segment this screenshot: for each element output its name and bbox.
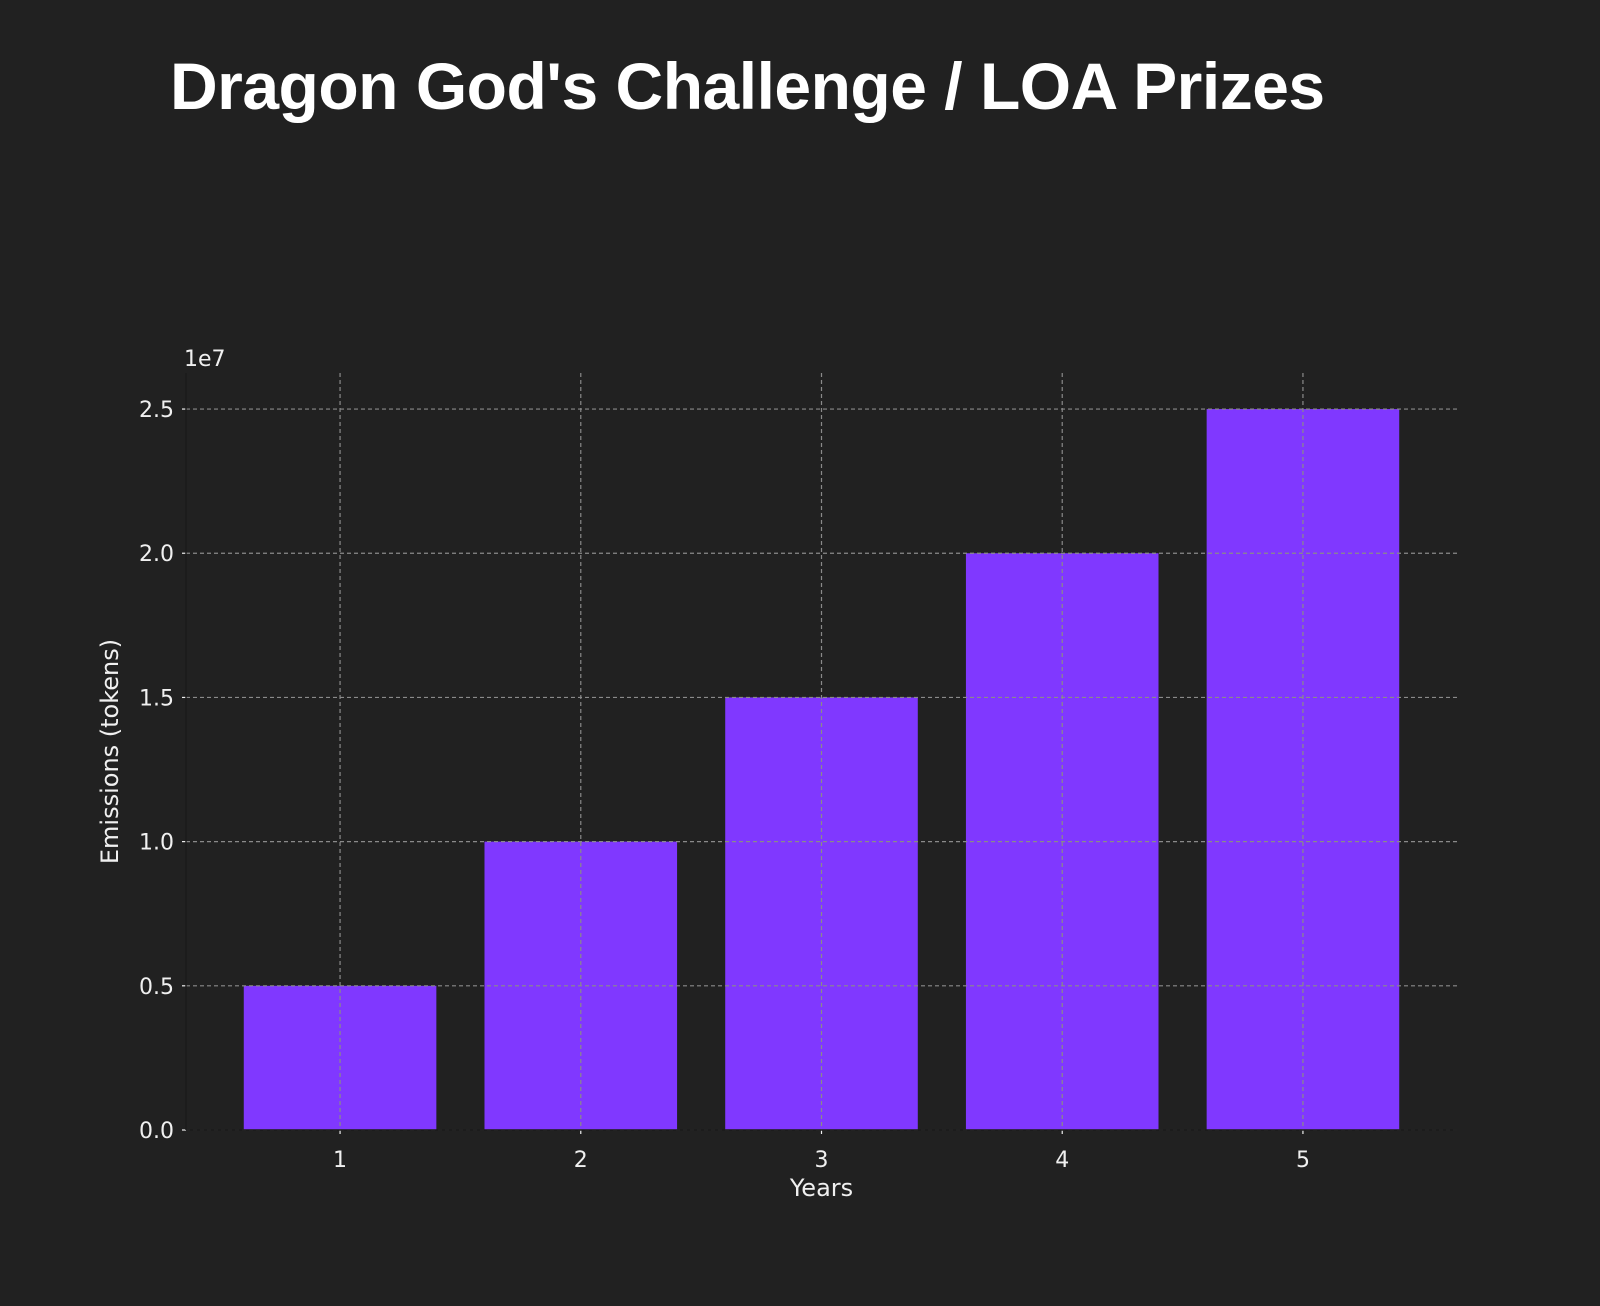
y-tick-label: 2.0	[139, 542, 174, 567]
x-tick-label: 3	[815, 1148, 829, 1173]
bar-year-5	[1206, 409, 1400, 1130]
x-tick-label: 1	[333, 1148, 347, 1173]
y-tick-label: 0.0	[139, 1119, 174, 1144]
y-axis-label: Emissions (tokens)	[96, 639, 124, 864]
y-tick-label: 2.5	[139, 398, 174, 423]
x-axis-label: Years	[789, 1174, 853, 1202]
y-tick-label: 0.5	[139, 975, 174, 1000]
x-tick-label: 5	[1296, 1148, 1310, 1173]
chart-title: Dragon God's Challenge / LOA Prizes	[170, 49, 1325, 123]
y-offset-label: 1e7	[184, 347, 226, 372]
y-tick-label: 1.5	[139, 686, 174, 711]
x-tick-label: 2	[574, 1148, 588, 1173]
x-tick-label: 4	[1055, 1148, 1069, 1173]
bar-year-1	[243, 985, 437, 1130]
y-tick-label: 1.0	[139, 831, 174, 856]
